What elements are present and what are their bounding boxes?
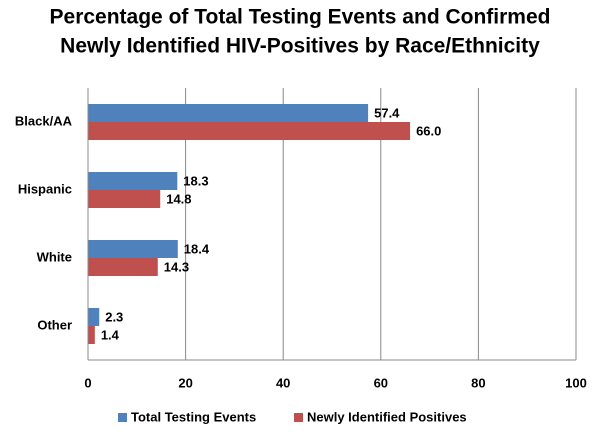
legend-label: Newly Identified Positives [307,409,467,424]
data-label: 57.4 [374,105,400,120]
data-label: 18.4 [184,241,210,256]
bar [88,240,178,258]
x-tick-label: 40 [276,375,290,390]
data-label: 1.4 [101,327,120,342]
y-tick-label: White [37,249,72,264]
x-tick-label: 0 [84,375,91,390]
y-tick-label: Black/AA [15,113,73,128]
x-tick-label: 80 [471,375,485,390]
bar [88,326,95,344]
bar [88,190,161,208]
data-label: 66.0 [416,123,441,138]
y-tick-label: Hispanic [18,181,72,196]
legend-label: Total Testing Events [131,409,256,424]
bar [88,172,178,190]
chart-title: Percentage of Total Testing Events and C… [50,6,551,29]
bar [88,308,100,326]
x-tick-label: 60 [374,375,388,390]
legend-swatch [118,413,127,422]
chart-title: Newly Identified HIV-Positives by Race/E… [60,35,540,58]
bar [88,104,369,122]
data-label: 2.3 [105,309,123,324]
data-label: 14.3 [164,259,189,274]
legend-swatch [294,413,303,422]
bar [88,258,158,276]
bar [88,122,411,140]
x-tick-label: 100 [565,375,587,390]
x-tick-label: 20 [178,375,192,390]
data-label: 18.3 [183,173,208,188]
data-label: 14.8 [166,191,191,206]
y-tick-label: Other [37,317,72,332]
